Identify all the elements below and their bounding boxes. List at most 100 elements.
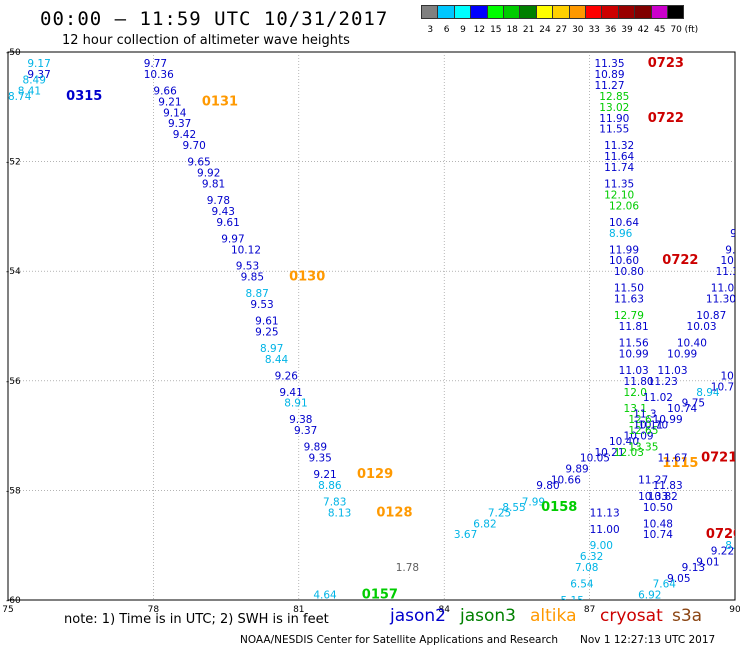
pass-time-label: 0130 [289,270,325,285]
wave-height-label: 10.87 [696,310,726,322]
generated-timestamp: Nov 1 12:27:13 UTC 2017 [580,634,716,646]
wave-height-label: 6.54 [570,579,594,591]
legend-label-30: 30 [572,25,584,35]
wave-height-label: 7.08 [575,562,598,574]
wave-height-label: 9.37 [294,425,317,437]
wave-height-label: 10.05 [580,453,610,465]
plot-frame [7,51,736,601]
wave-height-label: 11.64 [604,151,634,163]
x-tick-label: 81 [293,605,304,615]
wave-height-label: 11.30 [706,294,736,306]
wave-height-label: 13.35 [628,442,658,454]
wave-height-label: 10.40 [609,436,639,448]
wave-height-label: 10.21 [594,447,624,459]
y-tick-label: -52 [6,158,21,168]
page-title: 00:00 – 11:59 UTC 10/31/2017 [40,8,389,30]
wave-height-label: 12.10 [604,189,634,201]
legend-label-70: 70 [670,25,682,35]
x-tick-label: 87 [584,605,595,615]
pass-time-label: 0158 [541,500,577,515]
y-tick-label: -56 [6,377,21,387]
legend-unit: (ft) [684,25,699,35]
data-labels: 9.179.378.498.418.74 03159.7710.369.669.2… [8,56,740,607]
wave-height-label: 8.86 [318,480,342,492]
wave-height-label: 9.97 [221,233,244,245]
wave-height-label: 8.3 [725,540,740,552]
wave-height-label: 9.14 [163,107,187,119]
wave-height-label: 11.27 [638,474,668,486]
satellite-label-jason3: jason3 [460,606,516,626]
wave-height-label: 11.67 [657,453,687,465]
wave-height-label: 11.32 [604,140,634,152]
wave-height-label: 9.37 [27,69,50,81]
wave-height-label: 10.7 [711,381,734,393]
wave-height-label: 8.94 [696,387,720,399]
wave-height-label: 10.99 [667,348,697,360]
wave-height-label: 5.15 [561,595,584,607]
wave-height-label: 6.32 [580,551,603,563]
y-tick-label: -54 [6,267,21,277]
wave-height-label: 8.41 [18,85,41,97]
wave-height-label: 12.03 [614,447,644,459]
wave-height-label: 9.92 [197,168,220,180]
wave-height-label: 11.03 [619,365,649,377]
wave-height-label: 9.13 [682,562,705,574]
wave-height-label: 9.61 [216,217,239,229]
legend-label-45: 45 [654,25,666,35]
footer-note: note: 1) Time is in UTC; 2) SWH is in fe… [64,612,329,627]
wave-height-label: 11.99 [609,244,639,256]
wave-height-label: 10.60 [609,255,639,267]
pass-time-label: 0129 [357,467,393,482]
wave-height-label: 8.44 [265,354,289,366]
x-tick-label: 78 [148,605,160,615]
wave-height-label: 10.70 [638,420,668,432]
wave-height-label: 3.67 [454,529,477,541]
wave-height-label: 6.82 [473,518,496,530]
wave-height-label: 12.65 [628,425,658,437]
legend-label-39: 39 [621,25,633,35]
wave-height-label: 9.89 [304,442,327,454]
wave-height-label: 12.79 [614,310,644,322]
wave-height-label: 9.21 [313,469,336,481]
wave-height-label: 9.78 [207,195,230,207]
wave-height-label: 9.66 [153,85,177,97]
wave-height-label: 10.40 [677,337,707,349]
legend-label-36: 36 [604,25,617,35]
wave-height-label: 9.65 [187,157,210,169]
wave-height-label: 6.92 [638,590,661,602]
wave-height-label: 7.64 [653,579,677,591]
wave-height-label: 10.03 [687,321,717,333]
pass-time-label: 1115 [662,456,698,471]
wave-height-label: 8.96 [609,228,633,240]
legend-label-15: 15 [490,25,502,35]
wave-height-label: 9.21 [158,96,181,108]
wave-height-label: 8.55 [502,502,525,514]
wave-height-label: 11.80 [624,376,654,388]
wave-height-label: 11.90 [599,113,629,125]
wave-height-label: 11.02 [643,392,673,404]
wave-height-label: 10.80 [614,266,644,278]
wave-height-label: 9.00 [590,540,613,552]
wave-height-label: 8.74 [8,91,32,103]
satellite-label-altika: altika [530,606,577,626]
wave-height-label: 9.37 [168,118,191,130]
x-tick-label: 84 [438,605,450,615]
wave-height-label: 11.30 [716,266,740,278]
wave-height-label: 7.83 [323,496,346,508]
wave-height-label: 11.35 [604,179,634,191]
pass-time-label: 0315 [66,89,102,104]
credit-text: NOAA/NESDIS Center for Satellite Applica… [240,634,558,646]
color-legend: 3 6 9 12 15 18 21 24 27 30 33 36 39 42 45 70 (ft) [421,5,729,39]
legend-label-3: 3 [427,25,434,35]
wave-height-label: 9.41 [279,387,302,399]
wave-height-label: 10.36 [144,69,174,81]
legend-swatch-70 [667,5,685,19]
y-tick-label: -60 [6,596,21,606]
wave-height-label: 10.09 [624,431,654,443]
wave-height-label: 1.78 [396,562,419,574]
wave-height-label: 9. [725,244,735,256]
wave-height-label: 9.26 [275,370,299,382]
pass-time-label: 0157 [362,588,398,603]
wave-height-label: 9.17 [27,58,50,70]
legend-label-9: 9 [460,25,466,35]
